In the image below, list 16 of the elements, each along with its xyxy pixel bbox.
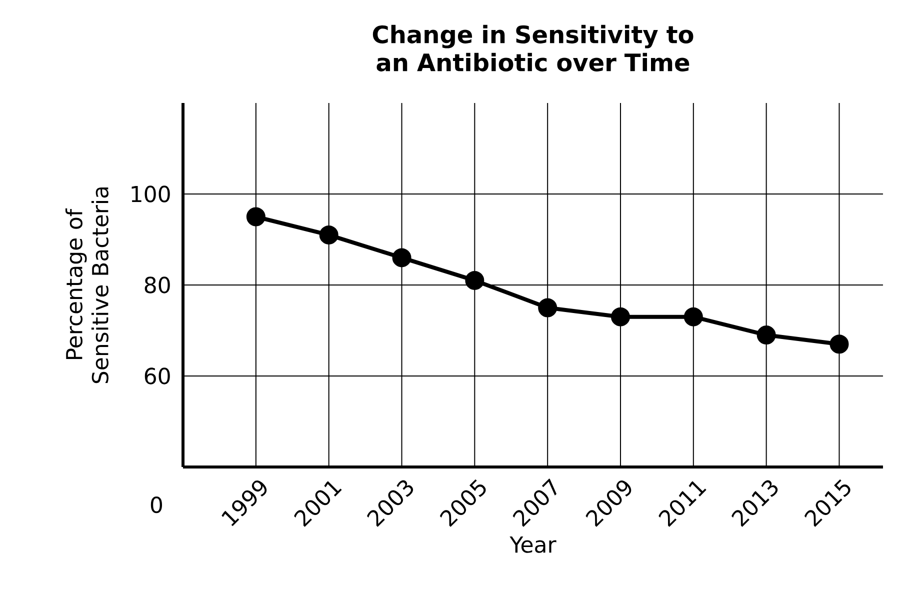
point — [684, 307, 703, 326]
point — [392, 248, 412, 268]
point — [830, 334, 849, 354]
y-tick-label: 60 — [144, 368, 170, 384]
point — [610, 307, 630, 326]
point — [756, 326, 776, 345]
text: 0 — [150, 496, 162, 514]
chart-title: Change in Sensitivity to an Antibiotic over Time — [372, 24, 694, 72]
y-tick-label: 100 — [132, 186, 170, 202]
x-axis-title: Year — [510, 536, 556, 553]
point — [319, 225, 338, 244]
y-axis-title: Percentage of Sensitive Bacteria — [65, 187, 108, 384]
point — [246, 207, 266, 226]
point — [538, 298, 558, 318]
point — [465, 270, 484, 290]
y-tick-label: 80 — [144, 276, 170, 294]
